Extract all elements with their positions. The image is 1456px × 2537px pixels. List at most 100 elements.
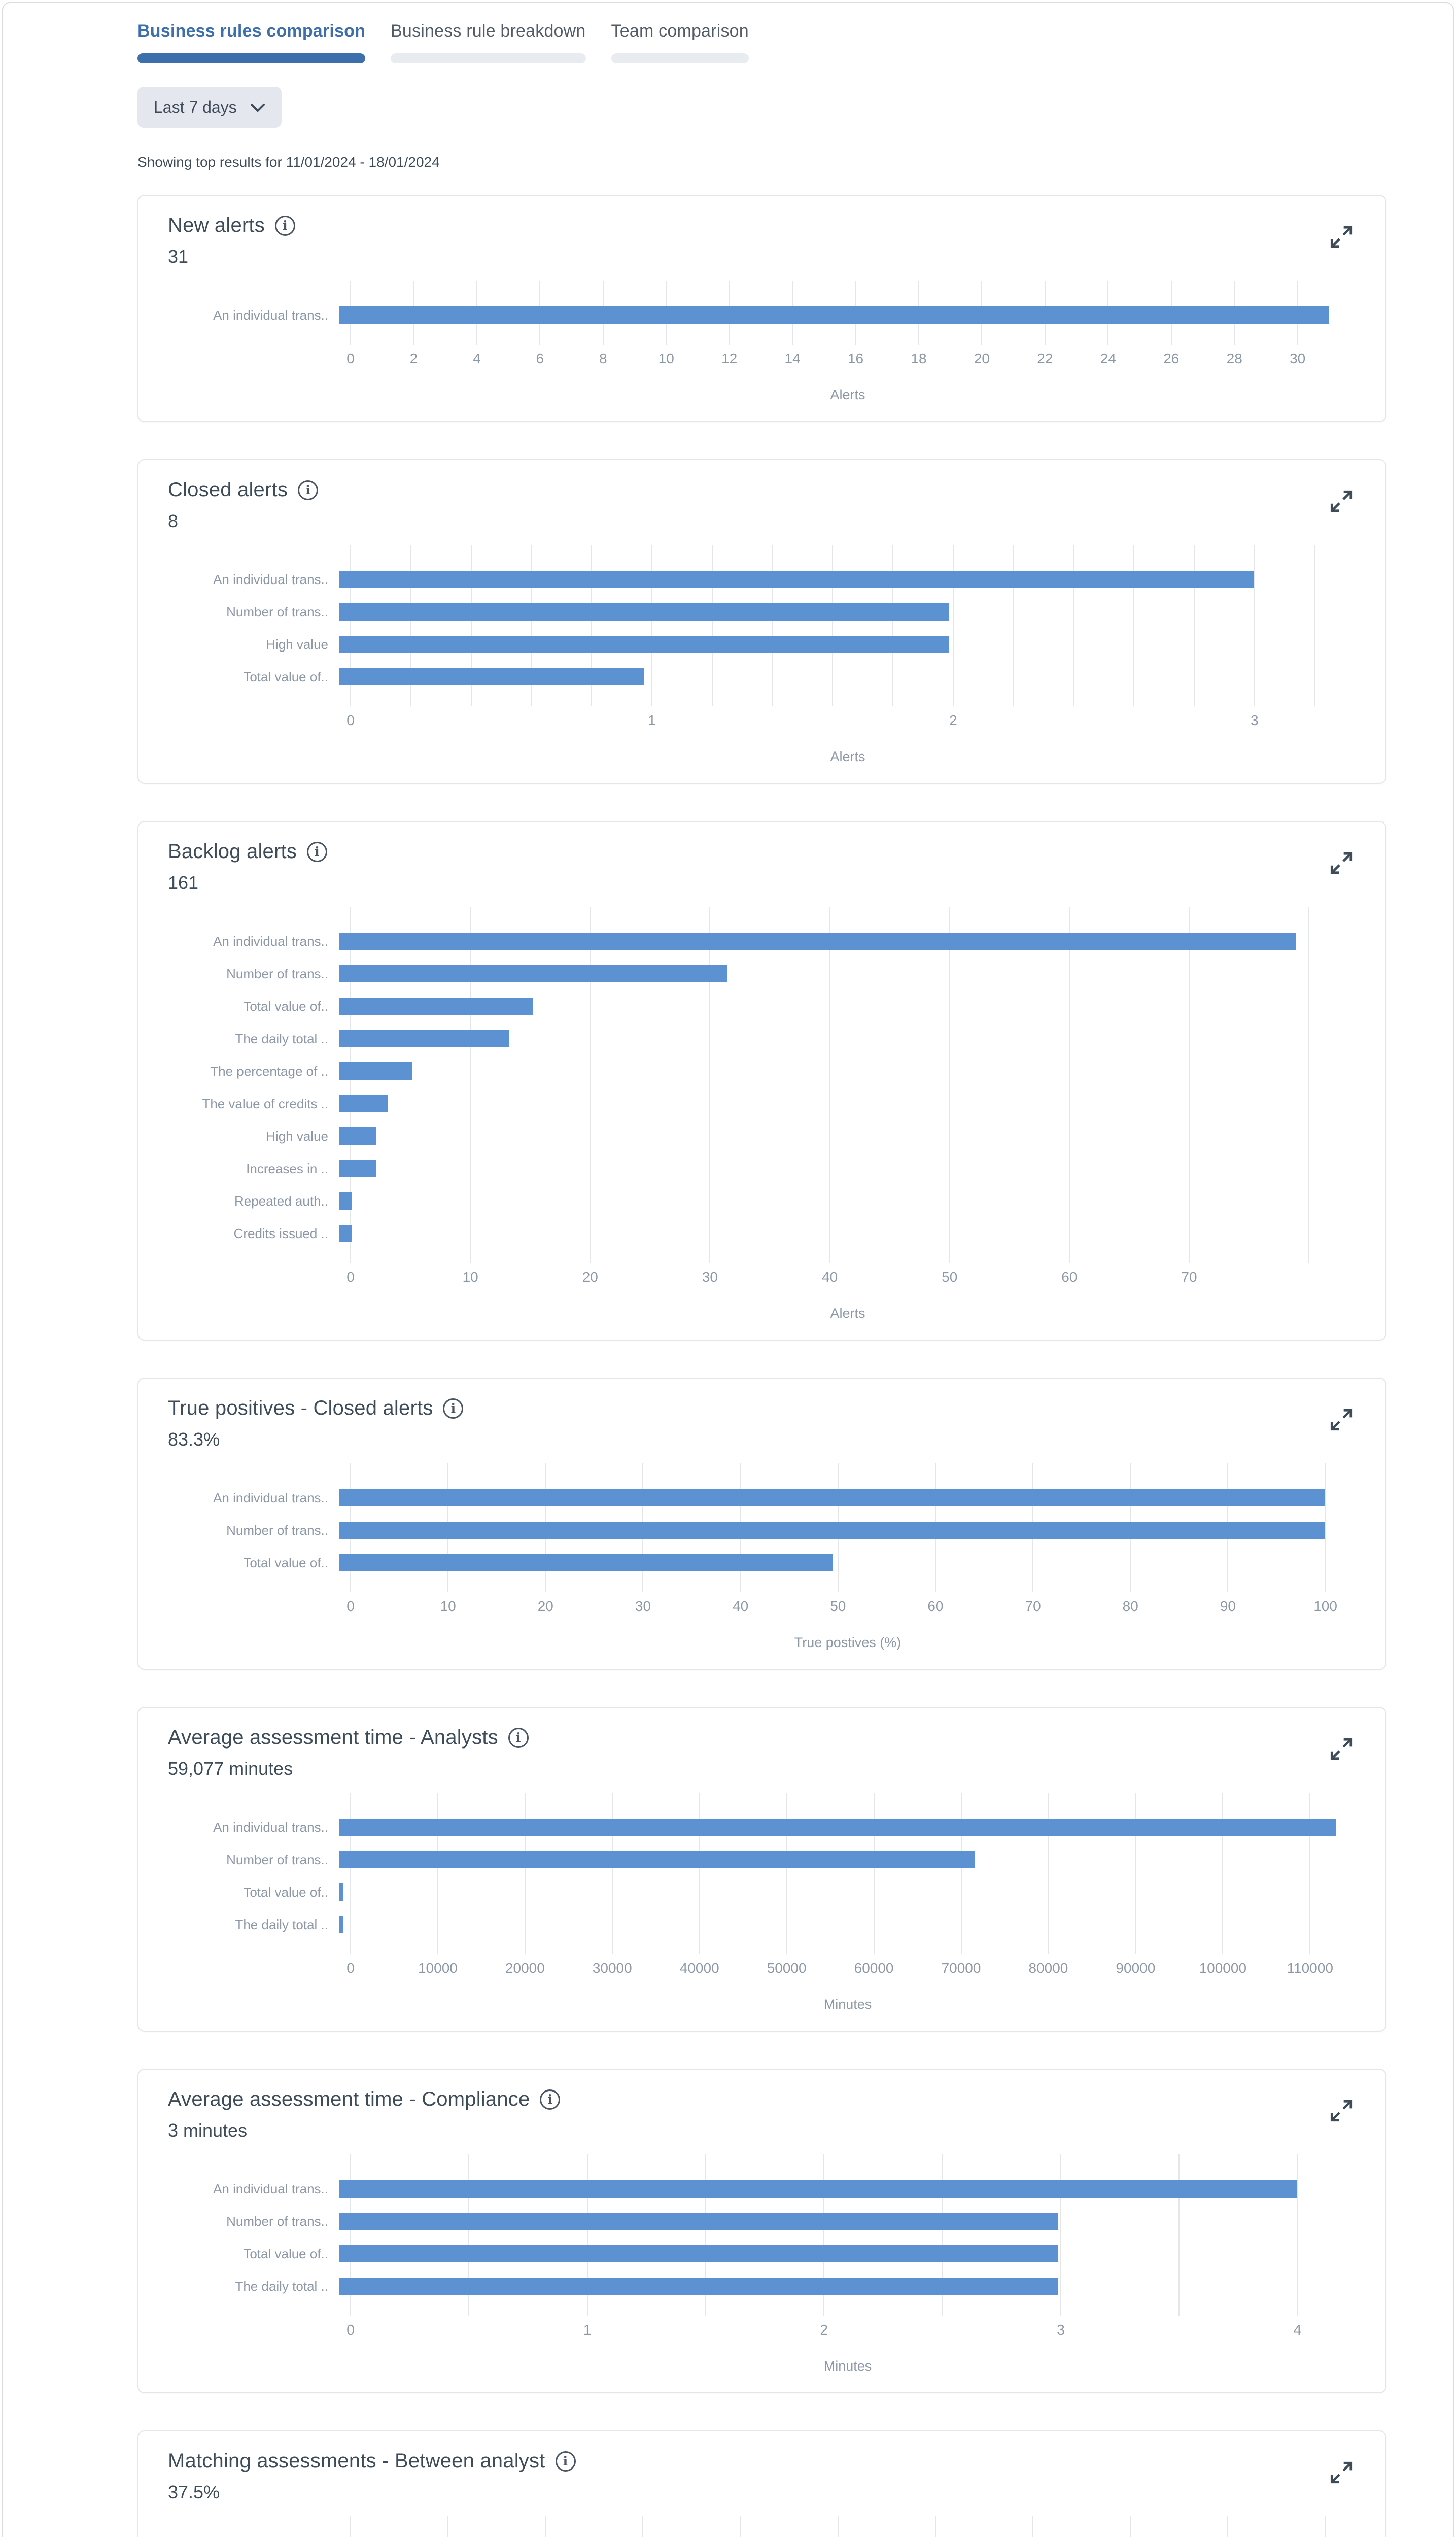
gridline xyxy=(1048,1793,1049,1954)
x-tick-label: 30 xyxy=(702,1269,718,1285)
gridline xyxy=(470,545,472,706)
chart-row: High value xyxy=(168,628,1356,661)
chart-title: New alerts i xyxy=(168,214,1356,237)
info-icon[interactable]: i xyxy=(298,479,319,500)
chart-row: Number of trans.. xyxy=(168,2205,1356,2238)
gridline xyxy=(832,545,834,706)
bar-track xyxy=(339,571,1345,588)
tab-business-rules-comparison[interactable]: Business rules comparison xyxy=(137,21,366,63)
bar[interactable] xyxy=(339,2180,1297,2198)
gridline xyxy=(1178,2154,1180,2316)
bar[interactable] xyxy=(339,1554,833,1571)
chart-row: An individual trans.. xyxy=(168,1482,1356,1514)
bar[interactable] xyxy=(339,668,644,685)
chart-card-1: Closed alerts i 8 An individual trans.. N… xyxy=(137,459,1386,784)
bar[interactable] xyxy=(339,1192,352,1210)
bar[interactable] xyxy=(339,1522,1326,1539)
x-tick-label: 0 xyxy=(346,2322,355,2338)
bar[interactable] xyxy=(339,1160,376,1177)
category-label: Number of trans.. xyxy=(226,2213,328,2229)
bar[interactable] xyxy=(339,571,1254,588)
bar[interactable] xyxy=(339,1225,352,1242)
chart-row: Number of trans.. xyxy=(168,1843,1356,1876)
x-tick-label: 90000 xyxy=(1116,1960,1156,1976)
bar-track xyxy=(339,1819,1345,1836)
x-tick-label: 16 xyxy=(847,351,864,366)
bar[interactable] xyxy=(339,603,949,621)
x-tick-label: 60 xyxy=(1061,1269,1078,1285)
tab-business-rule-breakdown[interactable]: Business rule breakdown xyxy=(391,21,586,63)
gridline xyxy=(949,907,950,1263)
bar[interactable] xyxy=(339,2278,1058,2295)
chart-value: 83.3% xyxy=(168,1429,220,1450)
chart-row: Total value of.. xyxy=(168,1547,1356,1579)
info-icon[interactable]: i xyxy=(443,1398,464,1419)
gridlines xyxy=(350,545,1345,706)
expand-icon[interactable] xyxy=(1329,850,1354,876)
chart-card-3: True positives - Closed alerts i 83.3% A… xyxy=(137,1378,1386,1670)
bar-track xyxy=(339,1225,1345,1242)
bar-track xyxy=(339,2278,1345,2295)
chart-row: An individual trans.. xyxy=(168,563,1356,596)
expand-icon[interactable] xyxy=(1329,2098,1354,2123)
gridline xyxy=(1325,1463,1326,1592)
chart-value: 161 xyxy=(168,872,199,893)
gridline xyxy=(1013,545,1014,706)
bar[interactable] xyxy=(339,933,1297,950)
bar-track xyxy=(339,306,1345,324)
x-tick-label: 10 xyxy=(462,1269,478,1285)
bar[interactable] xyxy=(339,306,1329,324)
tab-label: Business rule breakdown xyxy=(391,21,586,41)
bar[interactable] xyxy=(339,1819,1336,1836)
expand-icon[interactable] xyxy=(1329,1736,1354,1762)
bar[interactable] xyxy=(339,2245,1058,2262)
bar[interactable] xyxy=(339,998,534,1015)
bar[interactable] xyxy=(339,1062,412,1080)
expand-icon[interactable] xyxy=(1329,1407,1354,1432)
x-tick-label: 2 xyxy=(949,712,957,728)
bar[interactable] xyxy=(339,1127,376,1145)
bar[interactable] xyxy=(339,1883,343,1901)
x-axis-label: True postives (%) xyxy=(794,1635,902,1650)
bar[interactable] xyxy=(339,1095,388,1112)
gridline xyxy=(699,1793,700,1954)
bar[interactable] xyxy=(339,1916,343,1933)
x-tick-label: 30000 xyxy=(592,1960,632,1976)
chart-row: High value xyxy=(168,1120,1356,1152)
plot-area: An individual trans.. xyxy=(168,281,1356,345)
expand-icon[interactable] xyxy=(1329,2460,1354,2485)
category-label: Credits issued .. xyxy=(233,1225,328,1241)
gridline xyxy=(586,2154,588,2316)
main-content: Business rules comparison Business rule … xyxy=(3,3,1453,2537)
date-range-dropdown[interactable]: Last 7 days xyxy=(137,87,282,128)
bar[interactable] xyxy=(339,2213,1058,2230)
category-label: Number of trans.. xyxy=(226,1522,328,1538)
chart-title: Matching assessments - Between analyst i xyxy=(168,2450,1356,2473)
bar-chart: An individual trans..Number of trans..To… xyxy=(168,2516,1356,2537)
plot-area: An individual trans..Number of trans..To… xyxy=(168,2516,1356,2537)
expand-icon[interactable] xyxy=(1329,489,1354,514)
info-icon[interactable]: i xyxy=(307,841,328,862)
expand-icon[interactable] xyxy=(1329,224,1354,250)
info-icon[interactable]: i xyxy=(274,215,295,236)
x-tick-label: 20 xyxy=(582,1269,598,1285)
chart-title-text: True positives - Closed alerts xyxy=(168,1397,433,1419)
tab-bar: Business rules comparison Business rule … xyxy=(137,21,1387,63)
info-icon[interactable]: i xyxy=(555,2451,576,2472)
x-tick-label: 10 xyxy=(658,351,674,366)
x-axis-ticks: 0 10 20 30 40 50 60 70 xyxy=(346,1263,1345,1287)
chart-title-text: New alerts xyxy=(168,214,265,236)
bar[interactable] xyxy=(339,1489,1326,1506)
info-icon[interactable]: i xyxy=(540,2089,561,2110)
x-tick-label: 70000 xyxy=(941,1960,981,1976)
info-icon[interactable]: i xyxy=(508,1727,529,1748)
bar[interactable] xyxy=(339,1851,975,1868)
category-label: The percentage of .. xyxy=(210,1063,328,1079)
bar[interactable] xyxy=(339,636,949,653)
bar[interactable] xyxy=(339,965,727,982)
tab-team-comparison[interactable]: Team comparison xyxy=(611,21,749,63)
gridline xyxy=(470,907,471,1263)
bar-rows: An individual trans.. xyxy=(168,281,1356,345)
bar[interactable] xyxy=(339,1030,509,1047)
